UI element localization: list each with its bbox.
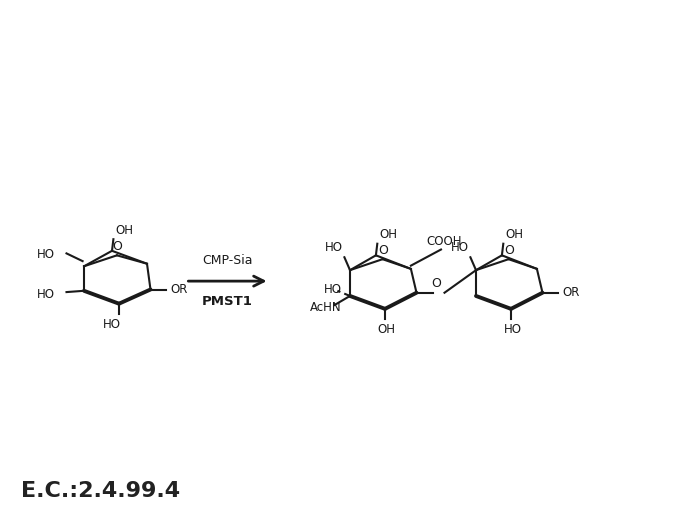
Text: OH: OH: [116, 224, 134, 236]
Text: O: O: [378, 244, 388, 257]
Text: OR: OR: [562, 286, 580, 299]
Text: OH: OH: [377, 323, 395, 336]
Text: HO: HO: [103, 318, 121, 331]
Text: COOH: COOH: [427, 235, 462, 248]
Text: O: O: [112, 240, 122, 253]
Text: HO: HO: [451, 241, 469, 254]
Text: CMP-Sia: CMP-Sia: [202, 254, 253, 267]
Text: E.C.:2.4.99.4: E.C.:2.4.99.4: [21, 481, 180, 501]
Text: HO: HO: [36, 248, 55, 261]
Text: HO: HO: [503, 323, 522, 336]
Text: O: O: [431, 277, 441, 290]
Text: EN01002   α2,3-sialyltransferase; PmST1: EN01002 α2,3-sialyltransferase; PmST1: [21, 22, 659, 50]
Text: OR: OR: [170, 283, 188, 296]
Text: AcHN: AcHN: [310, 301, 342, 314]
Text: PMST1: PMST1: [202, 295, 253, 308]
Text: OH: OH: [379, 228, 398, 241]
Text: HO: HO: [36, 287, 55, 301]
Text: HO: HO: [325, 241, 343, 254]
Text: HO: HO: [323, 283, 342, 296]
Text: OH: OH: [505, 228, 524, 241]
Text: O: O: [504, 244, 514, 257]
